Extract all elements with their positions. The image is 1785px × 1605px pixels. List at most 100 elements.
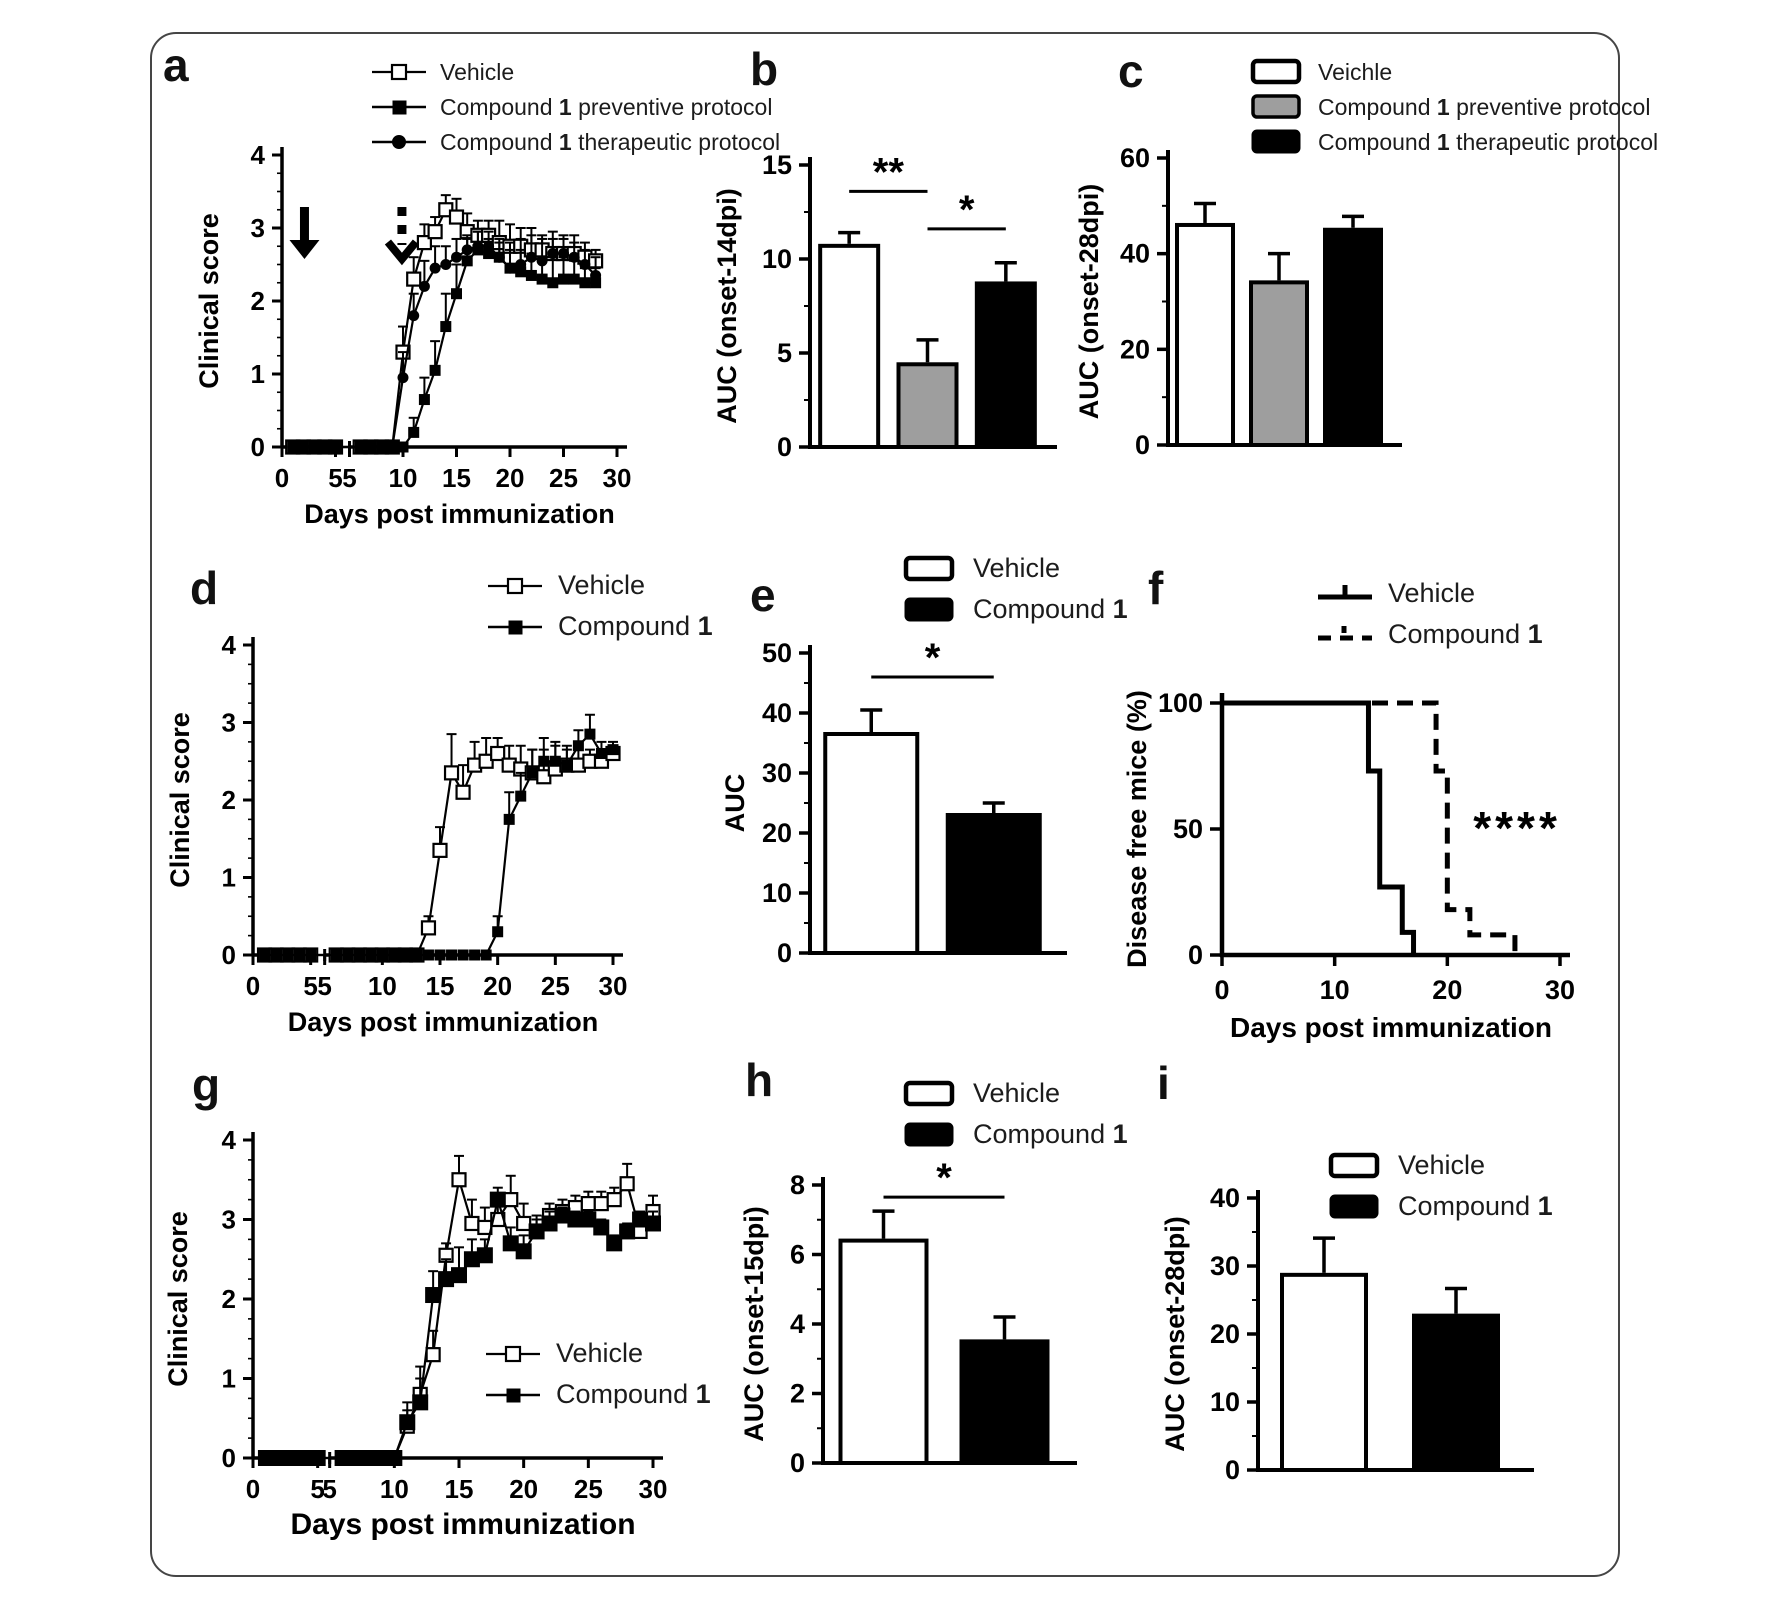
legend-item: Compound 1 preventive protocol <box>372 93 780 121</box>
svg-text:40: 40 <box>1210 1183 1240 1213</box>
legend-label: Vehicle <box>973 1078 1061 1108</box>
svg-text:15: 15 <box>442 463 471 493</box>
svg-text:10: 10 <box>1210 1387 1240 1417</box>
svg-text:Days post immunization: Days post immunization <box>288 1007 599 1037</box>
svg-text:0: 0 <box>246 1474 260 1504</box>
swatch-white-icon <box>1250 58 1302 85</box>
legend-label: Vehicle <box>973 553 1061 583</box>
svg-text:0: 0 <box>275 463 289 493</box>
swatch-black-icon <box>1329 1194 1379 1218</box>
svg-text:Clinical score: Clinical score <box>194 213 224 389</box>
legend-item: Vehicle <box>372 58 780 86</box>
legend-item: Vehicle <box>903 1078 1128 1109</box>
legend-label: Compound 1 therapeutic protocol <box>1318 128 1659 155</box>
svg-text:5: 5 <box>342 463 356 493</box>
svg-text:4: 4 <box>222 630 237 660</box>
svg-text:*: * <box>925 636 941 680</box>
svg-text:15: 15 <box>426 971 455 1001</box>
svg-text:5: 5 <box>303 971 317 1001</box>
line-filled-circle-icon <box>372 135 426 149</box>
svg-text:30: 30 <box>639 1474 668 1504</box>
swatch-black-icon <box>1251 129 1301 154</box>
legend-g: Vehicle Compound 1 <box>486 1338 711 1420</box>
legend-label: Vehicle <box>1398 1150 1486 1180</box>
panel-label-e: e <box>750 569 776 621</box>
svg-text:50: 50 <box>1173 814 1203 844</box>
svg-text:0: 0 <box>1214 975 1229 1005</box>
svg-text:10: 10 <box>1320 975 1350 1005</box>
auc-bar-chart-h: 0 2 4 6 8 AUC (onset-15dpi) * <box>739 1156 1077 1478</box>
legend-label: Compound 1 preventive protocol <box>1318 93 1651 120</box>
panel-label-a: a <box>163 39 189 91</box>
legend-label: Compound 1 <box>1388 619 1543 649</box>
legend-label: Compound 1 <box>558 611 713 641</box>
svg-text:2: 2 <box>222 1284 236 1314</box>
svg-text:20: 20 <box>509 1474 538 1504</box>
svg-text:25: 25 <box>574 1474 603 1504</box>
svg-text:Days post immunization: Days post immunization <box>304 499 615 529</box>
svg-text:20: 20 <box>1120 334 1150 364</box>
svg-text:0: 0 <box>777 938 792 968</box>
svg-text:10: 10 <box>389 463 418 493</box>
panel-label-d: d <box>190 562 219 614</box>
svg-text:0: 0 <box>790 1448 805 1478</box>
panel-label-g: g <box>192 1059 221 1111</box>
svg-text:Disease free mice (%): Disease free mice (%) <box>1122 690 1152 968</box>
auc-bar-chart-e: 0 10 20 30 40 50 AUC * <box>720 636 1067 968</box>
legend-item: Vehicle <box>488 570 713 601</box>
svg-text:Days post immunization: Days post immunization <box>290 1508 635 1541</box>
legend-item: Compound 1 <box>903 594 1128 625</box>
clinical-score-line-chart-a: 0 1 2 3 4 0 5 5 10 15 20 25 30 Days post immunization… <box>194 140 632 529</box>
swatch-black-icon <box>904 597 954 621</box>
legend-label: Compound 1 preventive protocol <box>440 93 773 120</box>
svg-text:2: 2 <box>222 785 236 815</box>
legend-item: Compound 1 preventive protocol <box>1250 93 1658 121</box>
line-open-square-icon <box>372 63 426 81</box>
svg-text:50: 50 <box>762 638 792 668</box>
swatch-white-icon <box>903 1080 955 1106</box>
km-dashed-icon <box>1318 625 1372 640</box>
legend-item: Vehicle <box>1328 1150 1553 1181</box>
swatch-black-icon <box>904 1122 954 1146</box>
svg-text:*: * <box>936 1156 952 1200</box>
legend-item: Compound 1 <box>1318 619 1543 650</box>
km-solid-icon <box>1318 584 1372 599</box>
svg-text:30: 30 <box>1210 1251 1240 1281</box>
svg-text:30: 30 <box>603 463 632 493</box>
svg-text:5: 5 <box>317 971 331 1001</box>
legend-label: Compound 1 <box>973 1119 1128 1149</box>
svg-text:10: 10 <box>368 971 397 1001</box>
svg-text:100: 100 <box>1158 688 1203 718</box>
legend-label: Vehicle <box>440 58 515 85</box>
legend-label: Compound 1 therapeutic protocol <box>440 128 781 155</box>
svg-text:20: 20 <box>1432 975 1462 1005</box>
svg-text:AUC: AUC <box>720 774 750 833</box>
svg-text:20: 20 <box>762 818 792 848</box>
legend-i: Vehicle Compound 1 <box>1328 1150 1553 1232</box>
legend-label: Compound 1 <box>973 594 1128 624</box>
svg-text:Days post immunization: Days post immunization <box>1230 1012 1552 1043</box>
line-open-square-icon <box>486 1345 540 1362</box>
svg-text:AUC (onset-15dpi): AUC (onset-15dpi) <box>739 1206 769 1442</box>
legend-item: Compound 1 <box>488 611 713 642</box>
svg-text:0: 0 <box>222 940 236 970</box>
legend-item: Veichle <box>1250 58 1658 86</box>
panel-label-i: i <box>1157 1057 1170 1109</box>
svg-text:**: ** <box>873 150 905 194</box>
svg-text:0: 0 <box>777 432 792 462</box>
line-filled-square-icon <box>488 620 542 634</box>
legend-e: Vehicle Compound 1 <box>903 553 1128 635</box>
svg-text:5: 5 <box>322 1474 336 1504</box>
line-filled-square-icon <box>486 1388 540 1402</box>
svg-text:3: 3 <box>222 1205 236 1235</box>
svg-text:30: 30 <box>599 971 628 1001</box>
svg-text:10: 10 <box>380 1474 409 1504</box>
legend-item: Vehicle <box>903 553 1128 584</box>
svg-text:15: 15 <box>445 1474 474 1504</box>
svg-text:10: 10 <box>762 878 792 908</box>
svg-text:*: * <box>959 188 975 232</box>
svg-text:2: 2 <box>790 1379 805 1409</box>
svg-text:1: 1 <box>251 359 265 389</box>
